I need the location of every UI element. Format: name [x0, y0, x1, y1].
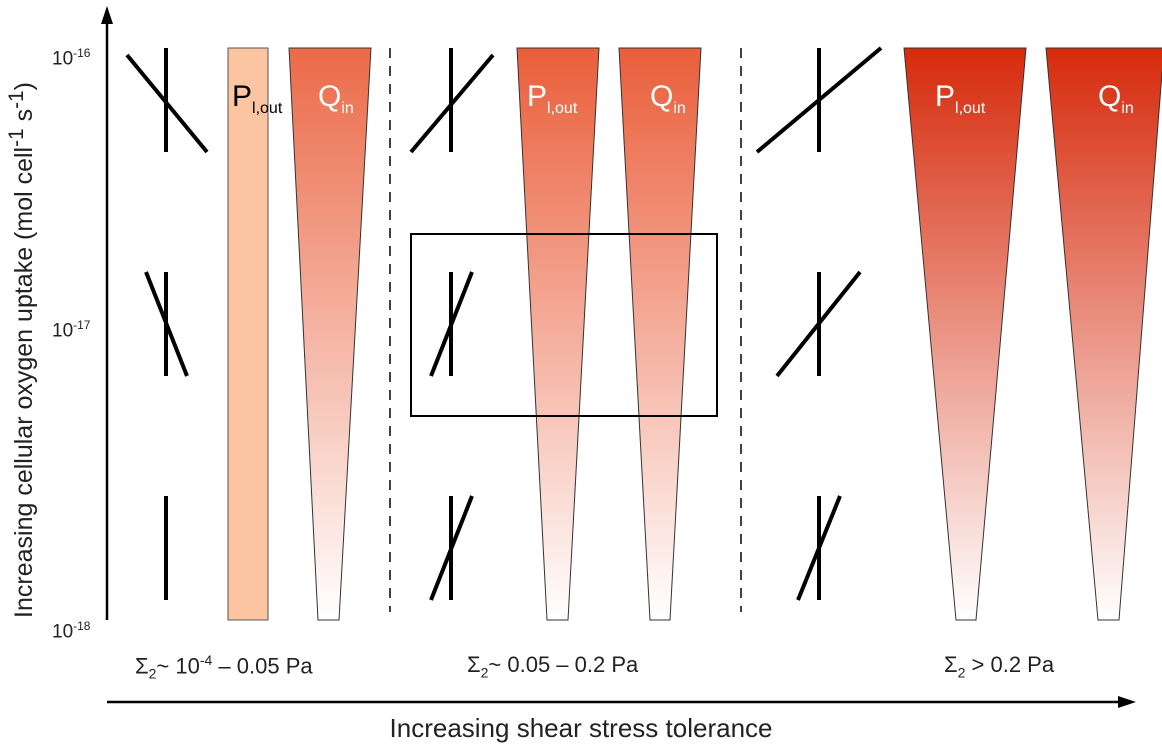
symbol-region2-mid [429, 271, 474, 377]
p-lout-label-region2: Pl,out [527, 80, 578, 117]
symbol-region3-top [755, 46, 883, 154]
region-label-3: Σ2 > 0.2 Pa [944, 652, 1055, 681]
symbol-region1-top [125, 48, 209, 154]
symbol-region2-top [409, 48, 495, 154]
y-axis-arrow [101, 6, 113, 24]
y-tick-1e-18: 10-18 [52, 619, 91, 643]
y-tick-1e-17: 10-17 [52, 318, 91, 342]
region-label-2: Σ2~ 0.05 – 0.2 Pa [467, 652, 639, 681]
q-in-label-region3: Qin [1098, 80, 1134, 117]
p-lout-wedge-region3 [903, 47, 1027, 621]
x-axis-label: Increasing shear stress tolerance [389, 713, 773, 743]
p-lout-label-region1: Pl,out [232, 80, 283, 117]
p-lout-bar-region1 [227, 47, 269, 621]
q-in-label-region2: Qin [650, 80, 686, 117]
symbol-region3-mid [775, 270, 862, 378]
y-axis-label-wrap: Increasing cellular oxygen uptake (mol c… [0, 0, 40, 680]
x-axis-arrow [1118, 696, 1136, 708]
q-in-wedge-region2 [618, 47, 702, 621]
axes [101, 6, 1136, 708]
symbol-region3-bottom [796, 495, 842, 601]
region-label-1: Σ2~ 10-4 – 0.05 Pa [135, 652, 313, 682]
p-lout-wedge-region2 [516, 47, 600, 621]
symbol-region2-bottom [429, 495, 474, 601]
q-in-label-region1: Qin [318, 80, 354, 117]
p-lout-label-region3: Pl,out [935, 80, 986, 117]
y-tick-1e-16: 10-16 [52, 46, 91, 70]
q-in-wedge-region1 [288, 47, 372, 621]
highlight-box [410, 233, 718, 417]
symbol-region1-mid [144, 271, 189, 377]
q-in-wedge-region3 [1045, 47, 1162, 621]
y-axis-label: Increasing cellular oxygen uptake (mol c… [4, 82, 39, 618]
